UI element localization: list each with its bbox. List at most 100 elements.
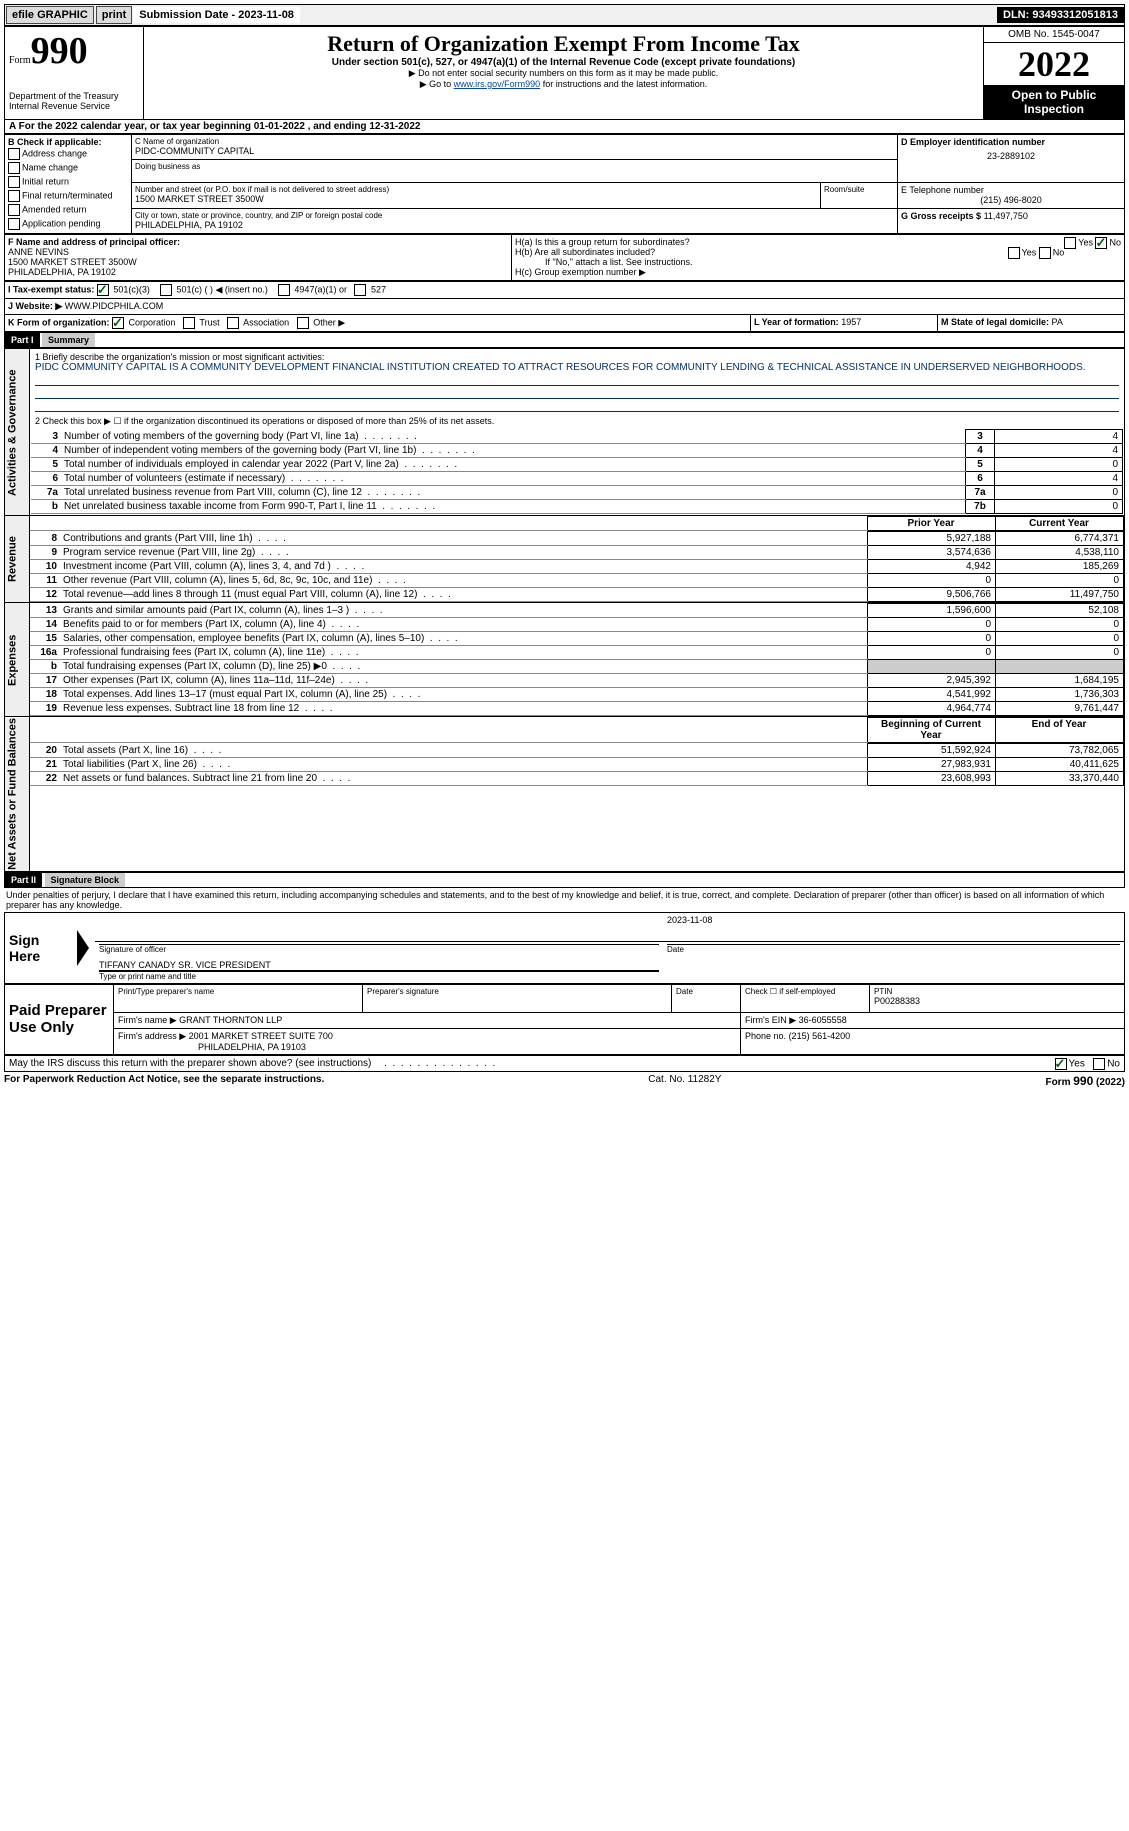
preparer-table: Paid Preparer Use Only Print/Type prepar… xyxy=(4,984,1125,1055)
revenue-rows: 8 Contributions and grants (Part VIII, l… xyxy=(30,531,1124,602)
cb-501c3[interactable] xyxy=(97,284,109,296)
summary-row: 13 Grants and similar amounts paid (Part… xyxy=(30,604,1124,618)
h-a-row: H(a) Is this a group return for subordin… xyxy=(515,237,1121,247)
prep-name-label: Print/Type preparer's name xyxy=(118,987,358,996)
street-value: 1500 MARKET STREET 3500W xyxy=(135,194,817,204)
suite-label: Room/suite xyxy=(824,185,894,194)
ein-label: D Employer identification number xyxy=(901,137,1121,147)
org-name: PIDC-COMMUNITY CAPITAL xyxy=(135,146,894,156)
summary-row: 12 Total revenue—add lines 8 through 11 … xyxy=(30,588,1124,602)
cb-corp[interactable] xyxy=(112,317,124,329)
phone-label: E Telephone number xyxy=(901,185,1121,195)
paid-preparer-label: Paid Preparer Use Only xyxy=(5,984,114,1054)
sign-here-label: Sign Here xyxy=(5,912,74,983)
period-line: A For the 2022 calendar year, or tax yea… xyxy=(4,120,1125,134)
officer-addr1: 1500 MARKET STREET 3500W xyxy=(8,257,508,267)
cb-4947[interactable] xyxy=(278,284,290,296)
form-subtitle: Under section 501(c), 527, or 4947(a)(1)… xyxy=(148,57,979,68)
sig-date: 2023-11-08 xyxy=(663,912,1125,941)
discuss-yes-cb[interactable] xyxy=(1055,1058,1067,1070)
discuss-no-cb[interactable] xyxy=(1093,1058,1105,1070)
summary-row: 5 Total number of individuals employed i… xyxy=(31,458,1123,472)
cb-pending[interactable]: Application pending xyxy=(8,217,128,231)
summary-row: b Total fundraising expenses (Part IX, c… xyxy=(30,660,1124,674)
part1-header: Part I Summary xyxy=(4,332,1125,348)
gross-value: 11,497,750 xyxy=(984,211,1028,221)
cb-other[interactable] xyxy=(297,317,309,329)
summary-row: 3 Number of voting members of the govern… xyxy=(31,430,1123,444)
firm-ein: 36-6055558 xyxy=(799,1015,847,1025)
cb-initial-return[interactable]: Initial return xyxy=(8,175,128,189)
submission-date: Submission Date - 2023-11-08 xyxy=(133,7,300,23)
net-rows: 20 Total assets (Part X, line 16) . . . … xyxy=(30,743,1124,786)
part1-body: Activities & Governance 1 Briefly descri… xyxy=(4,348,1125,872)
paperwork-notice: For Paperwork Reduction Act Notice, see … xyxy=(4,1074,324,1088)
efile-button[interactable]: efile GRAPHIC xyxy=(6,6,94,24)
website-value: WWW.PIDCPHILA.COM xyxy=(65,301,164,311)
summary-row: b Net unrelated business taxable income … xyxy=(31,500,1123,514)
summary-row: 20 Total assets (Part X, line 16) . . . … xyxy=(30,744,1124,758)
summary-row: 14 Benefits paid to or for members (Part… xyxy=(30,618,1124,632)
sig-officer-label: Signature of officer xyxy=(99,944,659,954)
h-c-row: H(c) Group exemption number ▶ xyxy=(515,267,1121,278)
side-net: Net Assets or Fund Balances xyxy=(5,717,30,872)
ptin-value: P00288383 xyxy=(874,996,1120,1006)
phone-value: (215) 496-8020 xyxy=(901,195,1121,205)
ein-value: 23-2889102 xyxy=(901,147,1121,165)
ptin-label: PTIN xyxy=(874,987,1120,996)
cb-501c[interactable] xyxy=(160,284,172,296)
firm-ein-label: Firm's EIN ▶ xyxy=(745,1015,796,1025)
domicile-label: M State of legal domicile: xyxy=(941,317,1049,327)
prep-sig-label: Preparer's signature xyxy=(367,987,667,996)
firm-addr2: PHILADELPHIA, PA 19103 xyxy=(118,1042,306,1052)
expense-rows: 13 Grants and similar amounts paid (Part… xyxy=(30,603,1124,716)
form-footer: Form 990 (2022) xyxy=(1045,1074,1125,1088)
year-formation-label: L Year of formation: xyxy=(754,317,839,327)
firm-name-label: Firm's name ▶ xyxy=(118,1015,177,1025)
firm-name: GRANT THORNTON LLP xyxy=(179,1015,282,1025)
part2-header: Part II Signature Block xyxy=(4,872,1125,888)
summary-row: 7a Total unrelated business revenue from… xyxy=(31,486,1123,500)
officer-sig-name: TIFFANY CANADY SR. VICE PRESIDENT xyxy=(99,954,659,971)
summary-row: 10 Investment income (Part VIII, column … xyxy=(30,560,1124,574)
irs-label: Internal Revenue Service xyxy=(9,101,110,111)
print-button[interactable]: print xyxy=(96,6,132,24)
summary-row: 22 Net assets or fund balances. Subtract… xyxy=(30,772,1124,786)
tax-year: 2022 xyxy=(984,43,1124,85)
cb-final-return[interactable]: Final return/terminated xyxy=(8,189,128,203)
summary-row: 15 Salaries, other compensation, employe… xyxy=(30,632,1124,646)
side-governance: Activities & Governance xyxy=(5,349,30,516)
entity-info-table: B Check if applicable: Address change Na… xyxy=(4,134,1125,234)
dept-label: Department of the Treasury xyxy=(9,91,119,101)
dln-number: DLN: 93493312051813 xyxy=(997,7,1124,23)
footer: For Paperwork Reduction Act Notice, see … xyxy=(4,1072,1125,1090)
cb-assoc[interactable] xyxy=(227,317,239,329)
omb-number: OMB No. 1545-0047 xyxy=(984,27,1124,43)
arrow-icon xyxy=(77,930,89,966)
officer-label: F Name and address of principal officer: xyxy=(8,237,508,247)
open-public: Open to Public Inspection xyxy=(984,85,1124,119)
summary-row: 19 Revenue less expenses. Subtract line … xyxy=(30,702,1124,716)
cb-amended[interactable]: Amended return xyxy=(8,203,128,217)
cb-name-change[interactable]: Name change xyxy=(8,161,128,175)
header-table: Form990 Department of the Treasury Inter… xyxy=(4,26,1125,120)
top-bar: efile GRAPHIC print Submission Date - 20… xyxy=(4,4,1125,26)
irs-link[interactable]: www.irs.gov/Form990 xyxy=(454,79,541,89)
signature-table: Sign Here 2023-11-08 Signature of office… xyxy=(4,912,1125,984)
summary-row: 16a Professional fundraising fees (Part … xyxy=(30,646,1124,660)
officer-group-table: F Name and address of principal officer:… xyxy=(4,234,1125,281)
dba-label: Doing business as xyxy=(135,162,894,171)
city-label: City or town, state or province, country… xyxy=(135,211,894,220)
note-link: ▶ Go to www.irs.gov/Form990 for instruct… xyxy=(148,79,979,90)
summary-rows-top: 3 Number of voting members of the govern… xyxy=(31,429,1123,514)
cb-trust[interactable] xyxy=(183,317,195,329)
self-employed-cb[interactable]: Check ☐ if self-employed xyxy=(745,987,865,996)
cb-address-change[interactable]: Address change xyxy=(8,147,128,161)
website-label: J Website: ▶ xyxy=(8,301,62,311)
prep-date-label: Date xyxy=(676,987,736,996)
date-label: Date xyxy=(667,944,1120,954)
q2-text: 2 Check this box ▶ ☐ if the organization… xyxy=(31,414,1123,429)
firm-addr1: 2001 MARKET STREET SUITE 700 xyxy=(189,1031,333,1041)
year-formation-value: 1957 xyxy=(841,317,861,327)
cb-527[interactable] xyxy=(354,284,366,296)
